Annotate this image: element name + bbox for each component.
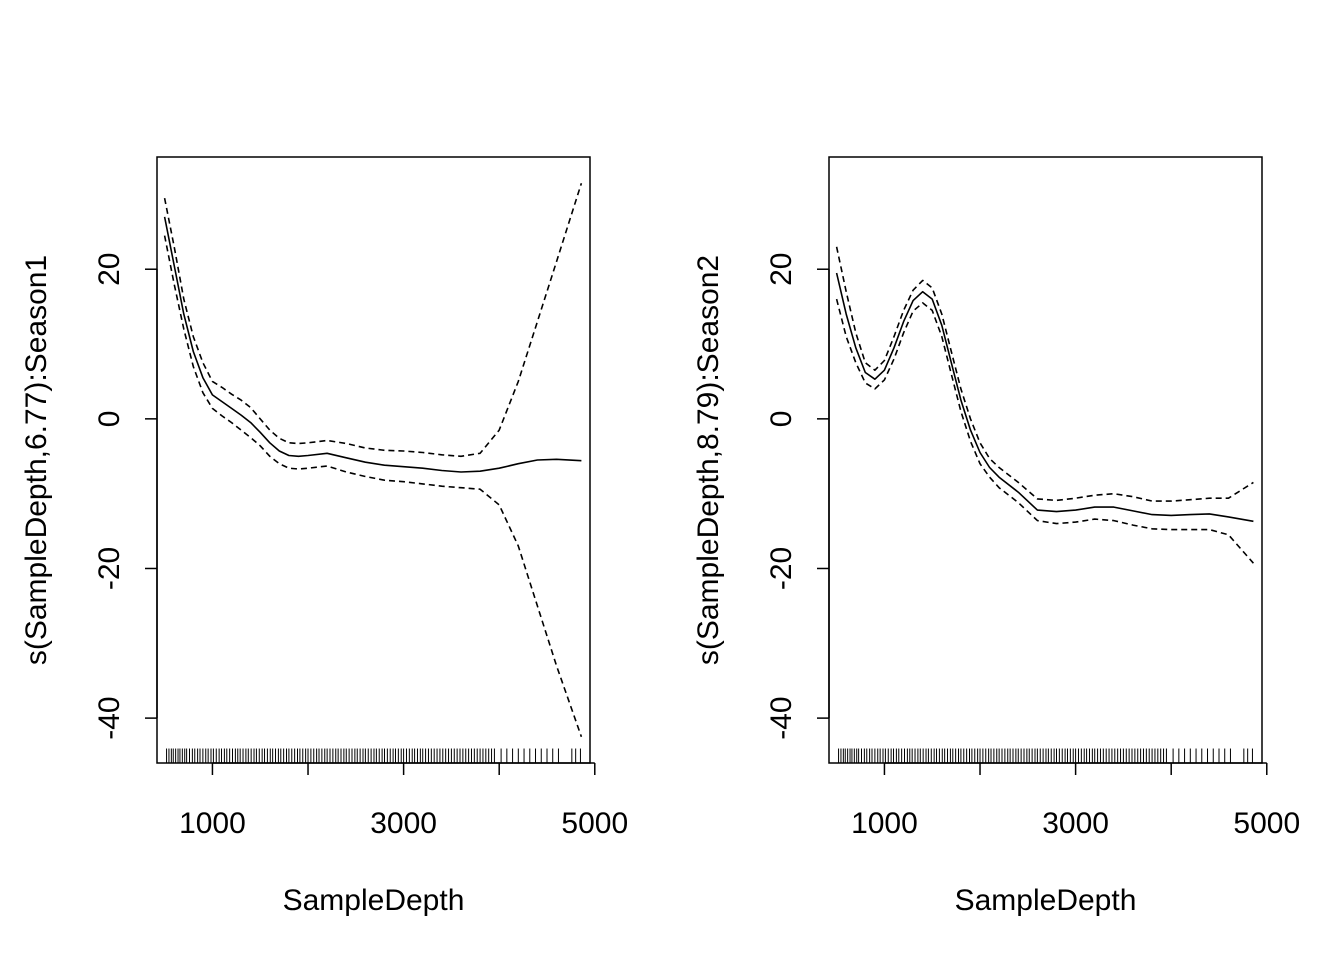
x-axis-title-right: SampleDepth: [955, 884, 1137, 917]
left-panel: 1000 3000 5000 20 0 -20 -40 SampleDepth s(Samp…: [20, 156, 628, 917]
plot-frame-left: [156, 156, 591, 764]
y-tick-label--20: -20: [93, 547, 126, 590]
y-tick-label-0: 0: [765, 411, 798, 428]
plot-frame-right: [828, 156, 1263, 764]
plot-area-left: 1000 3000 5000 20 0 -20 -40: [93, 182, 628, 840]
x-tick-label-5000: 5000: [561, 807, 628, 840]
plot-area-right: 1000 3000 5000 20 0 -20 -40: [765, 246, 1300, 840]
y-tick-label--40: -40: [765, 696, 798, 739]
series-estimate-left: [163, 216, 582, 473]
x-axis-title-left: SampleDepth: [283, 884, 465, 917]
rug-right: [838, 748, 1253, 763]
series-lower-band-left: [163, 235, 583, 738]
series-upper-band-right: [835, 246, 1254, 502]
right-panel: 1000 3000 5000 20 0 -20 -40 SampleDepth s(Samp…: [692, 156, 1300, 917]
y-tick-label--20: -20: [765, 547, 798, 590]
y-axis-title-left: s(SampleDepth,6.77):Season1: [20, 255, 53, 665]
series-upper-band-left: [163, 182, 583, 458]
x-tick-label-3000: 3000: [370, 807, 437, 840]
x-tick-label-3000: 3000: [1042, 807, 1109, 840]
series-lower-band-right: [835, 298, 1255, 564]
x-tick-label-1000: 1000: [851, 807, 918, 840]
rug-left: [166, 748, 581, 763]
x-tick-label-5000: 5000: [1233, 807, 1300, 840]
y-axis-title-right: s(SampleDepth,8.79):Season2: [692, 255, 725, 665]
y-tick-label-20: 20: [93, 253, 126, 286]
series-estimate-right: [835, 272, 1254, 523]
y-tick-label--40: -40: [93, 696, 126, 739]
y-tick-label-20: 20: [765, 253, 798, 286]
x-tick-label-1000: 1000: [179, 807, 246, 840]
y-tick-label-0: 0: [93, 411, 126, 428]
